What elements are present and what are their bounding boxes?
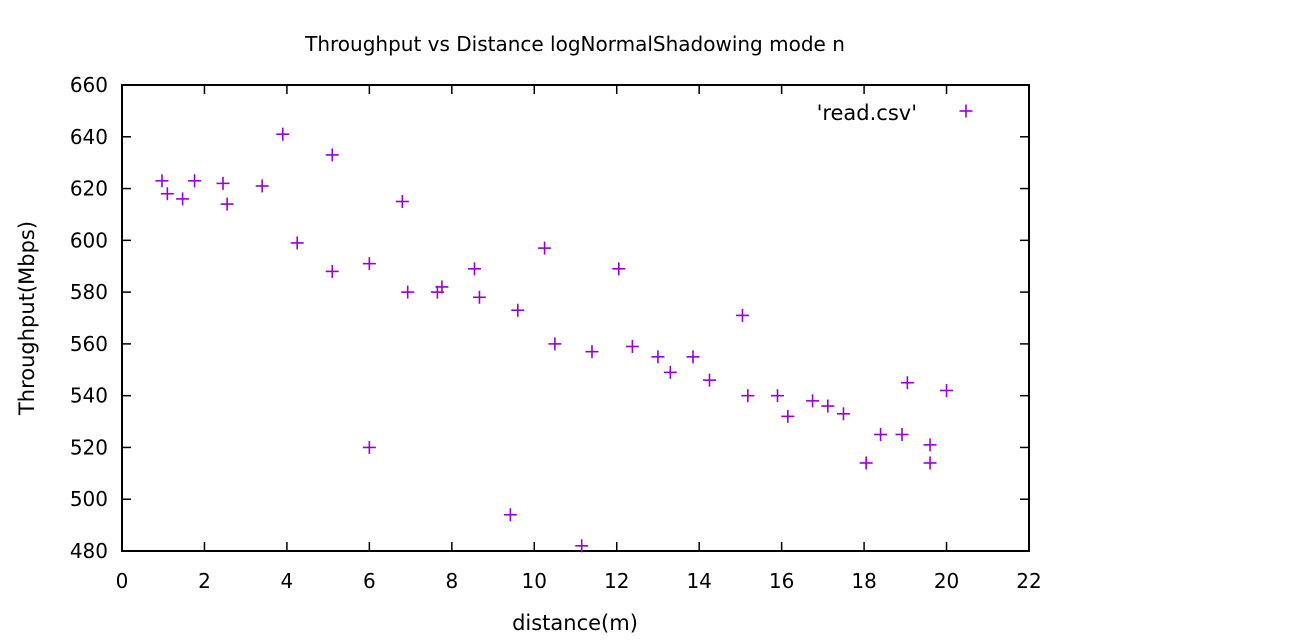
y-tick-label: 520 [70,435,108,459]
data-point [575,539,589,553]
data-point [836,407,850,421]
data-point [220,197,234,211]
data-point [176,192,190,206]
data-point [290,236,304,250]
y-tick-label: 620 [70,177,108,201]
y-tick-label: 500 [70,487,108,511]
data-point [511,303,525,317]
data-point [255,179,269,193]
x-tick-label: 8 [445,569,458,593]
x-tick-label: 20 [934,569,959,593]
x-axis-label: distance(m) [512,611,638,635]
data-point [188,174,202,188]
data-point [895,428,909,441]
data-point [771,389,785,403]
data-point [503,508,517,522]
data-point [155,174,169,188]
data-point [651,350,665,364]
x-tick-label: 16 [769,569,794,593]
x-tick-label: 18 [851,569,876,593]
legend-marker-plus [959,104,973,118]
legend-marker [959,104,973,118]
chart-title: Throughput vs Distance logNormalShadowin… [304,32,845,56]
data-point [874,428,888,441]
data-point [735,308,749,322]
data-point [940,383,954,397]
data-point [362,257,376,271]
x-tick-label: 10 [522,569,547,593]
data-point [686,350,700,364]
data-point [741,389,755,403]
x-tick-label: 2 [198,569,211,593]
x-tick-label: 14 [686,569,711,593]
y-tick-label: 560 [70,332,108,356]
y-tick-label: 600 [70,228,108,252]
data-point [538,241,552,255]
data-point [395,195,409,208]
data-point [625,339,639,353]
x-tick-label: 4 [281,569,294,593]
x-tick-label: 0 [116,569,129,593]
data-point [585,345,599,359]
data-point [276,127,290,141]
legend-label: 'read.csv' [817,101,917,125]
y-tick-label: 540 [70,384,108,408]
data-point [435,280,449,294]
x-tick-label: 6 [363,569,376,593]
y-tick-label: 480 [70,539,108,563]
data-point [401,285,415,299]
y-tick-label: 640 [70,125,108,149]
y-tick-label: 660 [70,73,108,97]
data-point [859,456,873,470]
data-point [325,264,339,278]
data-point [900,376,914,390]
y-tick-label: 580 [70,280,108,304]
data-point [663,365,677,379]
data-point [612,262,626,276]
data-point [362,440,376,454]
data-point [806,394,820,408]
data-point [702,373,716,387]
legend: 'read.csv' [817,101,973,125]
data-points [155,127,954,553]
data-point [467,262,481,276]
data-point [821,399,835,413]
x-tick-label: 12 [604,569,629,593]
data-point [216,176,230,190]
data-point [781,409,795,423]
data-point [325,148,339,162]
data-point [923,456,937,470]
axes: 0 2 4 6 8 10 12 14 16 18 20 22 480 500 520 540 560 580 600… [70,73,1042,593]
x-tick-label: 22 [1016,569,1041,593]
data-point [160,187,174,201]
data-point [548,337,562,351]
data-point [923,438,937,452]
plot-frame [121,84,1030,552]
data-point [472,290,486,304]
y-axis-label: Throughput(Mbps) [15,221,39,416]
